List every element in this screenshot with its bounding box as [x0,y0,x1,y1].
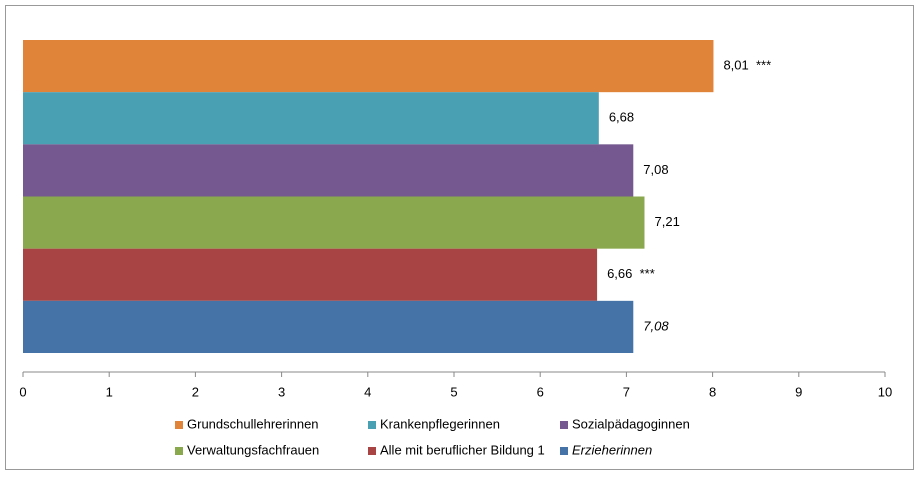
legend-swatch [560,447,568,455]
legend-swatch [175,447,183,455]
x-tick-label: 4 [364,384,371,399]
legend-label: Alle mit beruflicher Bildung 1 [380,442,545,457]
legend-label: Erzieherinnen [572,442,652,457]
x-tick-label: 6 [537,384,544,399]
bar [23,248,598,301]
bar [23,300,634,353]
x-tick-label: 10 [878,384,892,399]
x-tick-label: 1 [106,384,113,399]
legend-swatch [368,447,376,455]
value-label: 6,66 *** [607,266,655,281]
legend-label: Grundschullehrerinnen [187,416,319,431]
x-tick-label: 9 [795,384,802,399]
value-label: 7,08 [643,162,668,177]
value-label: 7,08 [643,318,669,333]
value-label: 7,21 [655,214,680,229]
legend-swatch [175,421,183,429]
value-label: 6,68 [609,110,634,125]
legend-swatch [560,421,568,429]
legend-swatch [368,421,376,429]
bar [23,144,634,197]
x-tick-label: 5 [450,384,457,399]
value-label: 8,01 *** [723,58,771,73]
x-tick-label: 2 [192,384,199,399]
x-tick-label: 0 [19,384,26,399]
x-tick-label: 3 [278,384,285,399]
bar [23,40,714,93]
bar [23,196,645,249]
x-tick-label: 7 [623,384,630,399]
legend-label: Verwaltungsfachfrauen [187,442,319,457]
legend-label: Krankenpflegerinnen [380,416,500,431]
legend-label: Sozialpädagoginnen [572,416,690,431]
bar [23,92,599,145]
x-tick-label: 8 [709,384,716,399]
